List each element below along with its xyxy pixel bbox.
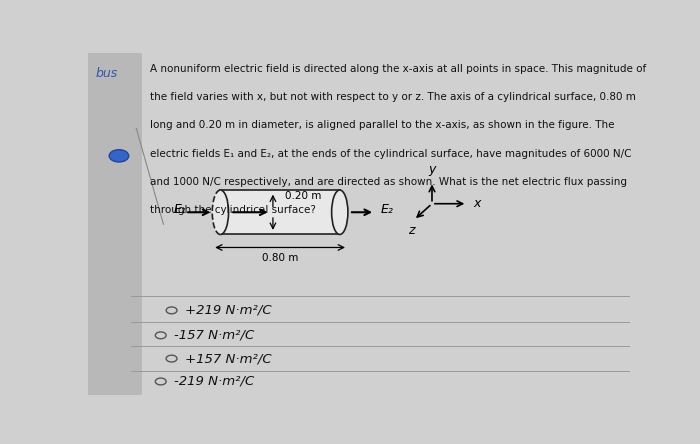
Bar xyxy=(220,190,340,234)
Text: and 1000 N/C respectively, and are directed as shown. What is the net electric f: and 1000 N/C respectively, and are direc… xyxy=(150,177,627,187)
Text: +157 N·m²/C: +157 N·m²/C xyxy=(185,352,272,365)
Ellipse shape xyxy=(212,190,228,234)
Text: through the cylindrical surface?: through the cylindrical surface? xyxy=(150,206,316,215)
Text: electric fields E₁ and E₂, at the ends of the cylindrical surface, have magnitud: electric fields E₁ and E₂, at the ends o… xyxy=(150,149,631,159)
Bar xyxy=(88,53,141,395)
Text: E₁: E₁ xyxy=(174,203,186,216)
Text: E₂: E₂ xyxy=(380,203,393,216)
Text: A nonuniform electric field is directed along the x-axis at all points in space.: A nonuniform electric field is directed … xyxy=(150,63,646,74)
Text: z: z xyxy=(408,224,414,237)
Ellipse shape xyxy=(332,190,348,234)
Text: x: x xyxy=(474,197,481,210)
Text: -157 N·m²/C: -157 N·m²/C xyxy=(174,329,255,342)
Text: the field varies with x, but not with respect to y or z. The axis of a cylindric: the field varies with x, but not with re… xyxy=(150,92,636,102)
Text: 0.20 m: 0.20 m xyxy=(285,191,321,201)
Text: y: y xyxy=(428,163,435,176)
Text: long and 0.20 m in diameter, is aligned parallel to the x-axis, as shown in the : long and 0.20 m in diameter, is aligned … xyxy=(150,120,615,130)
Text: +219 N·m²/C: +219 N·m²/C xyxy=(185,304,272,317)
Circle shape xyxy=(109,150,129,162)
Text: 0.80 m: 0.80 m xyxy=(262,253,298,263)
Text: -219 N·m²/C: -219 N·m²/C xyxy=(174,375,255,388)
Text: bus: bus xyxy=(96,67,118,80)
